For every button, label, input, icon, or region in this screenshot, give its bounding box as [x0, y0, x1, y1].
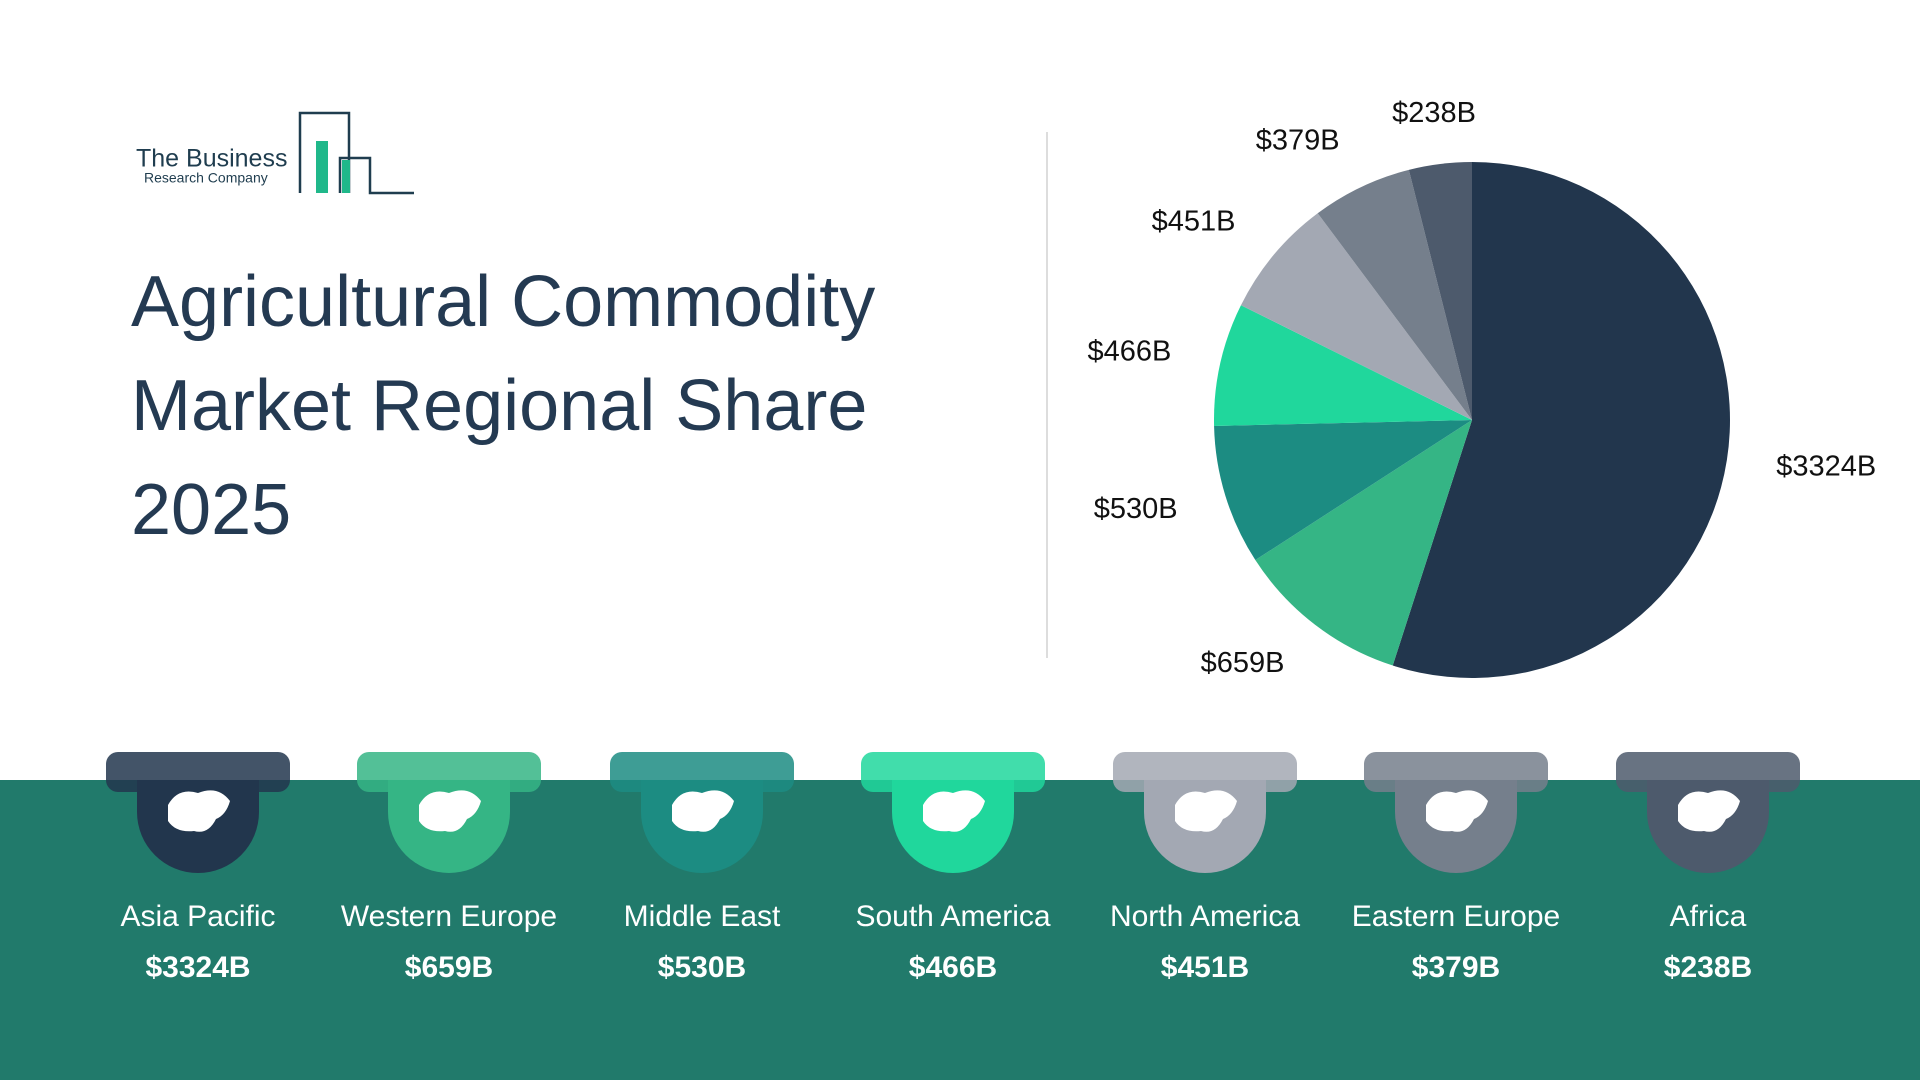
region-card: Middle East $530B: [610, 752, 794, 984]
logo-bar: [316, 141, 328, 193]
pie-slice: [1317, 169, 1472, 420]
logo-text: The Business: [136, 145, 287, 173]
pie-label: $451B: [1152, 205, 1236, 237]
region-value: $379B: [1412, 951, 1500, 984]
pie-label: $466B: [1087, 336, 1171, 368]
region-card: Africa $238B: [1616, 752, 1800, 984]
region-icon: [1175, 790, 1237, 832]
region-name: Middle East: [624, 900, 781, 933]
region-card: Western Europe $659B: [341, 752, 557, 984]
region-value: $659B: [405, 951, 493, 984]
region-card: Eastern Europe $379B: [1352, 752, 1560, 984]
region-card: Asia Pacific $3324B: [106, 752, 290, 984]
pie-slice: [1408, 162, 1472, 420]
region-name: Western Europe: [341, 900, 557, 933]
pie-slice: [1240, 213, 1472, 420]
region-name: Asia Pacific: [120, 900, 275, 933]
region-name: South America: [855, 900, 1050, 933]
pie-label: $530B: [1094, 493, 1178, 525]
region-icon: [419, 790, 481, 832]
region-name: Africa: [1670, 900, 1747, 933]
pie-label: $659B: [1201, 647, 1285, 679]
region-icon: [1678, 790, 1740, 832]
pie-slice: [1214, 305, 1472, 426]
region-value: $466B: [909, 951, 997, 984]
pie-slice: [1392, 162, 1731, 678]
region-card: South America $466B: [855, 752, 1051, 984]
chart-title: Agricultural Commodity Market Regional S…: [131, 262, 876, 550]
pie-slice: [1255, 420, 1472, 666]
logo-building: [298, 111, 414, 195]
region-value: $530B: [658, 951, 746, 984]
region-icon: [1426, 790, 1488, 832]
region-value: $451B: [1161, 951, 1249, 984]
logo: The Business Research Company: [136, 111, 414, 195]
region-name: North America: [1110, 900, 1300, 933]
pie-label: $379B: [1256, 125, 1340, 157]
pie-label: $3324B: [1776, 451, 1876, 483]
region-value: $3324B: [145, 951, 250, 984]
region-icon: [923, 790, 985, 832]
pie-slice: [1214, 420, 1472, 561]
region-icon: [672, 790, 734, 832]
region-card: North America $451B: [1110, 752, 1300, 984]
logo-bar: [342, 160, 350, 193]
region-name: Eastern Europe: [1352, 900, 1560, 933]
region-value: $238B: [1664, 951, 1752, 984]
logo-subtext: Research Company: [144, 170, 268, 186]
region-icon: [168, 790, 230, 832]
pie-label: $238B: [1392, 97, 1476, 129]
